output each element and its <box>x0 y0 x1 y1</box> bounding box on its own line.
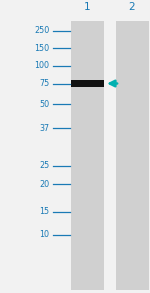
Text: 10: 10 <box>39 231 50 239</box>
Text: 1: 1 <box>84 2 90 12</box>
Text: 2: 2 <box>129 2 135 12</box>
Text: 37: 37 <box>39 124 50 133</box>
Text: 75: 75 <box>39 79 50 88</box>
Bar <box>116 21 148 290</box>
Text: 20: 20 <box>39 180 50 188</box>
Text: 150: 150 <box>34 44 50 53</box>
Bar <box>70 21 104 290</box>
Bar <box>70 80 104 87</box>
Text: 50: 50 <box>39 100 50 108</box>
Text: 100: 100 <box>34 62 50 70</box>
Text: 25: 25 <box>39 161 50 170</box>
Text: 250: 250 <box>34 26 50 35</box>
Text: 15: 15 <box>39 207 50 216</box>
